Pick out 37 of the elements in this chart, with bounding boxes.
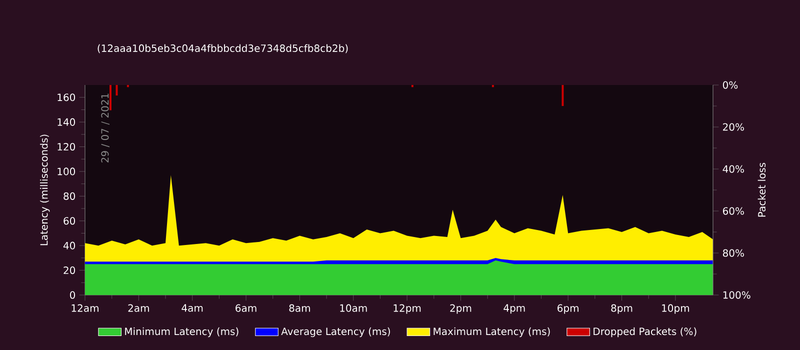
y-tick-label: 20 [64, 266, 76, 274]
y-axis-title: Latency (milliseconds) [40, 134, 50, 246]
y2-axis-title: Packet loss [758, 162, 766, 217]
y-tick-label: 140 [58, 118, 76, 126]
y2-tick-label: 80% [722, 249, 744, 257]
y-tick-label: 120 [58, 142, 76, 151]
y2-tick-label: 40% [722, 165, 744, 173]
y-tick-label: 80 [64, 192, 76, 200]
x-tick-label: 6pm [558, 304, 578, 314]
legend-label: Minimum Latency (ms) [125, 327, 238, 338]
y-tick-label: 100 [58, 168, 76, 176]
legend-label: Dropped Packets (%) [594, 327, 696, 338]
x-tick-label: 12am [72, 304, 98, 312]
x-tick-label: 10pm [662, 304, 689, 314]
legend-label: Maximum Latency (ms) [434, 327, 550, 338]
bar [562, 85, 564, 106]
x-tick-label: 2am [128, 304, 149, 312]
x-tick-label: 8am [289, 304, 310, 312]
y-tick-label: 160 [58, 94, 76, 102]
annotation: 29 / 07 / 2021 [101, 94, 110, 162]
y-tick-label: 60 [64, 217, 76, 225]
x-tick-label: 10am [340, 304, 367, 312]
y2-tick-label: 60% [722, 207, 744, 215]
x-tick-label: 2pm [450, 304, 472, 314]
y-tick-label: 0 [70, 291, 76, 299]
x-tick-label: 8pm [611, 304, 632, 314]
legend-label: Average Latency (ms) [281, 327, 390, 338]
chart-title: (12aaa10b5eb3c04a4fbbbcdd3e7348d5cfb8cb2b) [98, 44, 348, 54]
y2-tick-label: 20% [723, 123, 744, 131]
y2-tick-label: 100% [723, 291, 750, 299]
y2-tick-label: 0% [722, 81, 738, 89]
x-tick-label: 6am [236, 304, 256, 312]
y-tick-label: 40 [63, 242, 76, 250]
x-tick-label: 4pm [504, 304, 525, 314]
bar [109, 85, 112, 110]
x-tick-label: 12pm [394, 304, 421, 314]
x-tick-label: 4am [182, 304, 203, 312]
